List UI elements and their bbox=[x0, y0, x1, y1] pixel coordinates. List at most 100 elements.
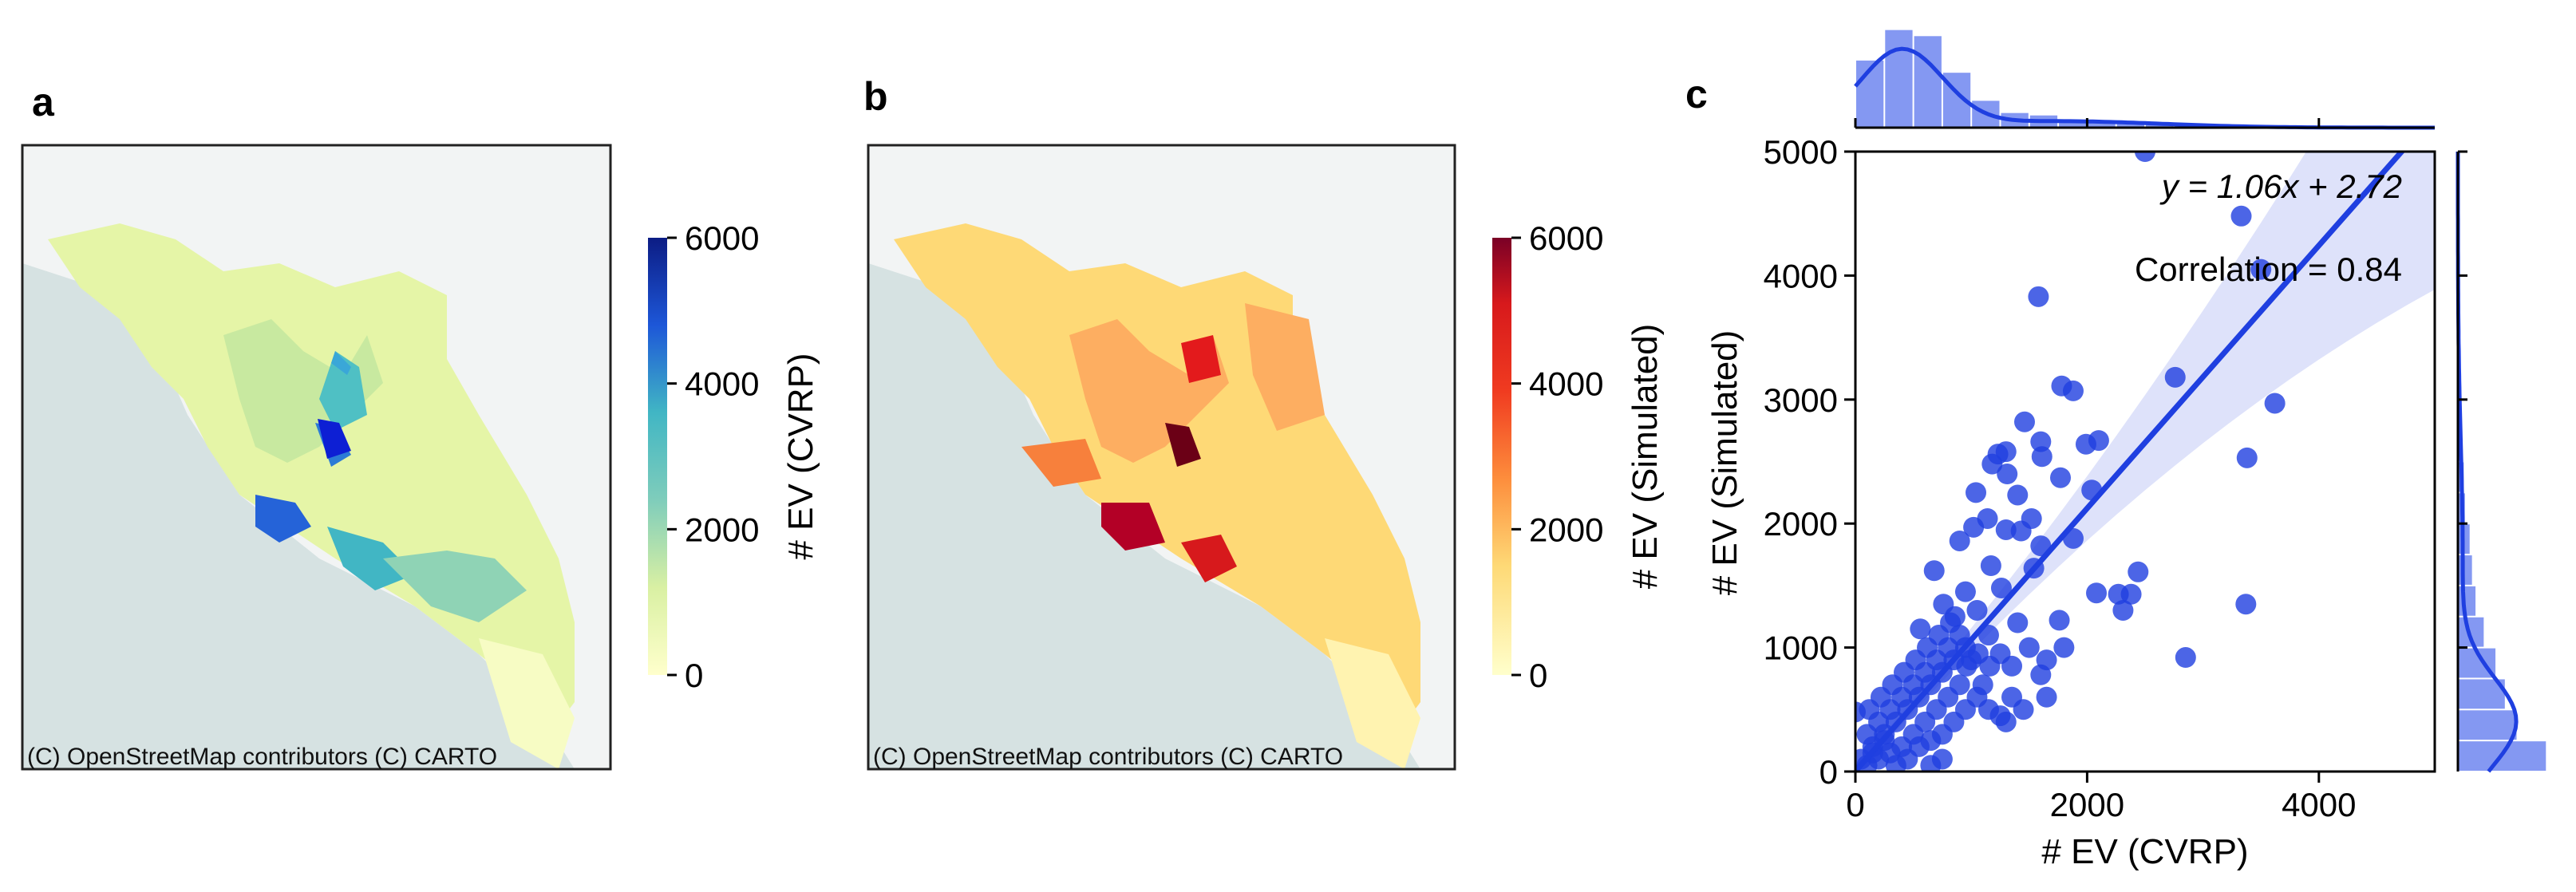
colorbar-tick-label: 2000 bbox=[685, 511, 759, 548]
scatter-point bbox=[1966, 599, 1988, 621]
map-b-region-red1 bbox=[1101, 503, 1165, 551]
scatter-frame bbox=[1854, 150, 2436, 773]
scatter-point bbox=[1981, 453, 2003, 475]
scatter-point bbox=[1954, 581, 1976, 602]
y-marginal-histogram bbox=[2455, 150, 2546, 773]
scatter-point bbox=[1989, 705, 2011, 727]
x-axis-label: # EV (CVRP) bbox=[2041, 832, 2248, 871]
x-kde-curve bbox=[1854, 46, 2435, 130]
regression-equation: y = 1.06x + 2.72 bbox=[2159, 168, 2402, 205]
scatter-point bbox=[2164, 366, 2186, 388]
colorbar-b-ticks: 0 2000 4000 6000 bbox=[1511, 219, 1603, 694]
scatter-point bbox=[2230, 205, 2252, 227]
scatter-point bbox=[2250, 259, 2272, 280]
x-hist-bar bbox=[2059, 120, 2087, 128]
x-hist-bar bbox=[2116, 124, 2144, 128]
x-hist-bar bbox=[2146, 124, 2174, 128]
scatter-point bbox=[2120, 583, 2142, 605]
scatter-point bbox=[2235, 594, 2257, 615]
panel-label-b: b bbox=[863, 74, 888, 119]
scatter-point bbox=[2013, 411, 2035, 432]
scatter-point bbox=[2135, 152, 2155, 162]
scatter-point bbox=[1979, 655, 2001, 677]
colorbar-a-label: # EV (CVRP) bbox=[781, 353, 820, 559]
map-b-region-south bbox=[1325, 638, 1420, 769]
scatter-point bbox=[2053, 637, 2075, 658]
scatter-point bbox=[2036, 686, 2057, 708]
scatter-point bbox=[1990, 578, 2012, 599]
scatter-point bbox=[2010, 520, 2032, 542]
map-a-region-blue2 bbox=[255, 495, 311, 543]
scatter-point bbox=[2031, 446, 2053, 468]
colorbar-tick-label: 0 bbox=[685, 657, 703, 694]
scatter-point bbox=[1995, 441, 2017, 463]
scatter-point bbox=[2264, 393, 2286, 414]
map-b-ocean bbox=[868, 263, 1420, 769]
scatter-point bbox=[2001, 686, 2023, 708]
y-tick-label: 1000 bbox=[1764, 630, 1838, 667]
map-b-region-darkred bbox=[1165, 423, 1201, 467]
colorbar-tick-label: 2000 bbox=[1529, 511, 1603, 548]
y-hist-bar bbox=[2458, 555, 2472, 585]
map-b-region-red2 bbox=[1181, 535, 1237, 582]
y-tick-label: 5000 bbox=[1764, 133, 1838, 171]
map-b-region-mid bbox=[1069, 319, 1229, 463]
scatter-point bbox=[1949, 530, 1970, 551]
scatter-point bbox=[2128, 561, 2149, 582]
x-marginal-histogram bbox=[1854, 30, 2435, 130]
map-a-region-green bbox=[383, 551, 527, 622]
panel-label-a: a bbox=[32, 80, 55, 124]
scatter-points bbox=[1855, 152, 2286, 772]
map-a-region-darkblue bbox=[318, 419, 351, 459]
scatter-plot: 0 1000 2000 3000 4000 5000 0 2000 4000 y = 1.06x… bbox=[1705, 30, 2546, 871]
y-hist-bar bbox=[2458, 679, 2505, 709]
colorbar-tick-label: 6000 bbox=[1529, 219, 1603, 257]
y-hist-bar bbox=[2458, 586, 2476, 616]
map-a-region-top bbox=[331, 351, 351, 375]
x-hist-bar bbox=[1885, 30, 1913, 128]
scatter-point bbox=[2112, 599, 2134, 621]
map-a-ocean bbox=[22, 263, 575, 769]
y-hist-bar bbox=[2458, 710, 2517, 740]
scatter-point bbox=[1966, 482, 1987, 503]
map-a-region-teal2 bbox=[327, 527, 415, 590]
scatter-point bbox=[1923, 560, 1945, 582]
scatter-point bbox=[2007, 612, 2029, 633]
map-b-attribution: (C) OpenStreetMap contributors (C) CARTO bbox=[873, 744, 1343, 770]
scatter-point bbox=[2050, 467, 2072, 488]
scatter-point bbox=[2030, 431, 2052, 452]
scatter-point bbox=[2028, 286, 2049, 307]
colorbar-b bbox=[1492, 238, 1511, 675]
scatter-point bbox=[1980, 555, 2001, 577]
scatter-point bbox=[2007, 484, 2029, 506]
regression-line bbox=[1855, 152, 2406, 772]
scatter-point bbox=[2175, 647, 2196, 669]
map-a-frame bbox=[21, 144, 612, 771]
regression-confidence-band bbox=[1855, 152, 2435, 772]
scatter-point bbox=[1995, 519, 2017, 540]
confidence-band bbox=[1855, 152, 2435, 772]
map-b-region-orange bbox=[1245, 303, 1325, 431]
scatter-point bbox=[1885, 755, 1906, 772]
map-a-region-mid bbox=[223, 319, 383, 463]
map-b-region-orange2 bbox=[1021, 439, 1101, 487]
colorbar-tick-label: 0 bbox=[1529, 657, 1547, 694]
panel-label-c: c bbox=[1685, 72, 1708, 116]
x-hist-bar bbox=[1914, 36, 1942, 128]
scatter-point bbox=[1931, 748, 1953, 770]
scatter-point bbox=[1944, 606, 1966, 627]
map-b-frame bbox=[867, 144, 1456, 771]
scatter-point bbox=[1997, 464, 2018, 485]
y-kde-curve bbox=[2455, 152, 2519, 773]
y-tick-label: 4000 bbox=[1764, 257, 1838, 294]
regression-line-path bbox=[1855, 152, 2406, 772]
scatter-point bbox=[1910, 618, 1931, 640]
colorbar-a-ticks: 0 2000 4000 6000 bbox=[667, 219, 759, 694]
map-b-region-red-top bbox=[1181, 335, 1221, 383]
scatter-point bbox=[2030, 664, 2052, 685]
scatter-point bbox=[1963, 516, 1985, 538]
correlation-annotation: Correlation = 0.84 bbox=[2135, 251, 2402, 288]
scatter-point bbox=[2018, 637, 2040, 658]
y-tick-label: 0 bbox=[1819, 753, 1838, 791]
